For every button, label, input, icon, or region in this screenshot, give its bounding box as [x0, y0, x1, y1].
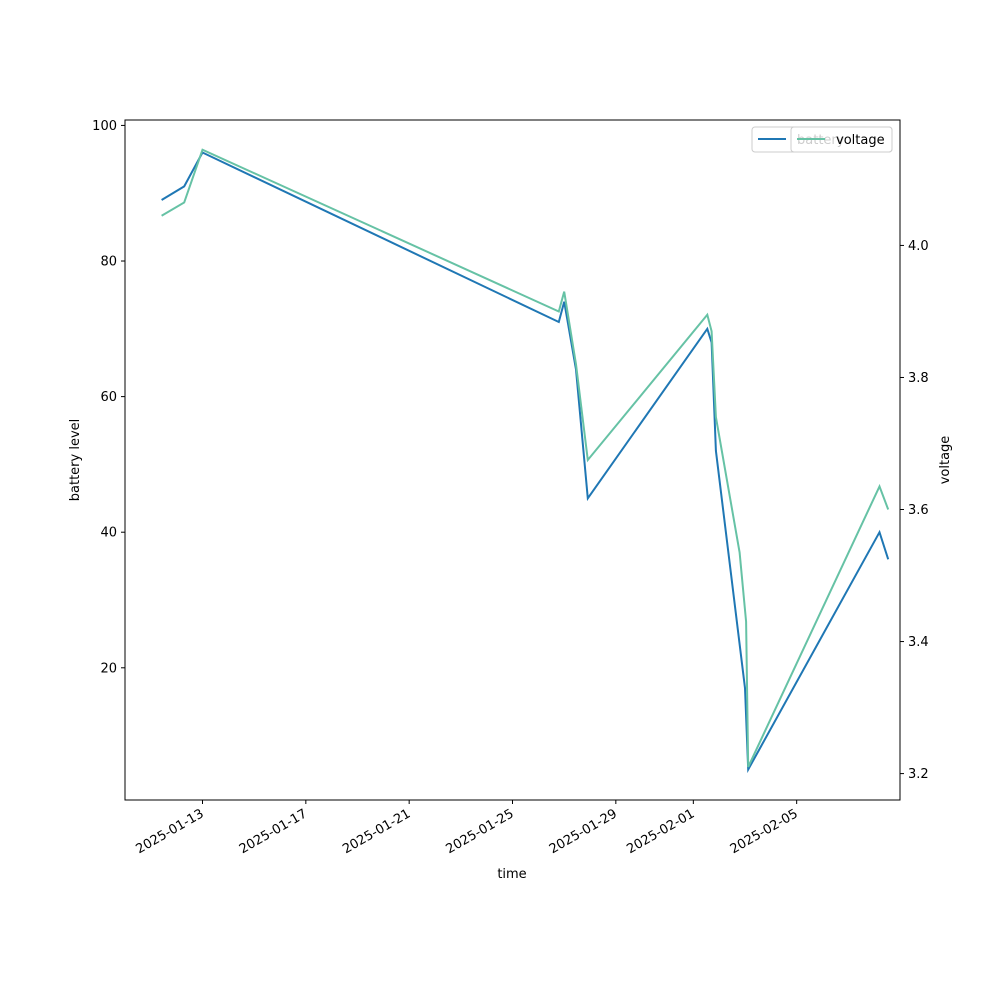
x-tick-label: 2025-02-05	[728, 806, 801, 857]
x-tick-label: 2025-01-13	[134, 806, 207, 857]
y-left-tick-label: 60	[100, 390, 117, 405]
y-left-axis-ticks: 20 40 60 80 100	[92, 119, 125, 676]
y-right-tick-label: 4.0	[908, 239, 929, 254]
y-left-tick-label: 40	[100, 526, 117, 541]
y-right-axis-ticks: 3.2 3.4 3.6 3.8 4.0	[900, 239, 929, 782]
x-axis-ticks: 2025-01-13 2025-01-17 2025-01-21 2025-01-25…	[134, 800, 801, 857]
y-right-tick-label: 3.6	[908, 503, 929, 518]
x-tick-label: 2025-02-01	[624, 806, 697, 857]
y-left-tick-label: 80	[100, 255, 117, 270]
series-line-voltage	[161, 148, 890, 768]
y-right-tick-label: 3.2	[908, 767, 929, 782]
legend-voltage-frame	[790, 126, 893, 153]
x-tick-label: 2025-01-21	[340, 806, 413, 857]
y-left-tick-label: 20	[100, 661, 117, 676]
y-left-tick-label: 100	[92, 119, 117, 134]
series-line-battery	[161, 151, 890, 774]
legend-voltage: voltage	[790, 126, 893, 153]
x-tick-label: 2025-01-29	[547, 806, 620, 857]
y-left-axis-label: battery level	[68, 419, 83, 502]
y-right-tick-label: 3.8	[908, 371, 929, 386]
x-axis-label: time	[497, 867, 526, 882]
legend-voltage-label: voltage	[836, 133, 885, 148]
y-right-tick-label: 3.4	[908, 635, 929, 650]
x-tick-label: 2025-01-25	[444, 806, 517, 857]
x-tick-label: 2025-01-17	[237, 806, 310, 857]
plot-frame	[124, 119, 901, 801]
plot-lines	[161, 148, 890, 774]
y-right-axis-label: voltage	[938, 436, 953, 485]
